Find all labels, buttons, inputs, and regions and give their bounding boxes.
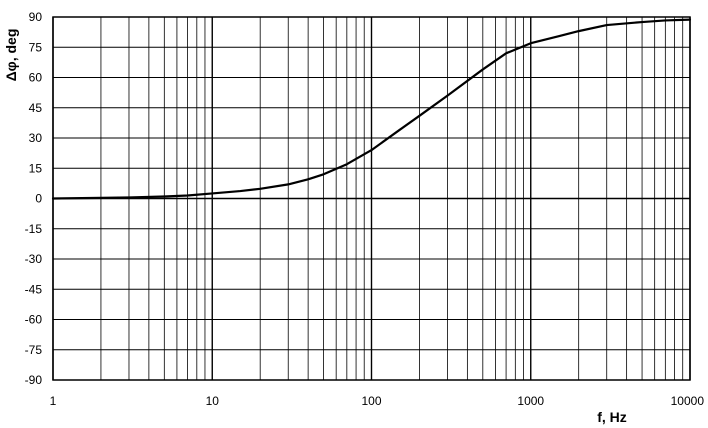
y-tick-label: -75 <box>25 343 43 357</box>
y-tick-label: 90 <box>29 10 43 24</box>
y-tick-label: -60 <box>25 313 43 327</box>
y-tick-label: 45 <box>29 101 43 115</box>
x-tick-label: 1000 <box>517 394 544 408</box>
y-tick-labels: 90 75 60 45 30 15 0 -15 -30 -45 -60 -75 -90 <box>25 10 43 387</box>
y-tick-label: 75 <box>29 40 43 54</box>
x-tick-labels: 1 10 100 1000 10000 <box>50 394 705 408</box>
x-tick-label: 10 <box>206 394 220 408</box>
x-tick-label: 1 <box>50 394 57 408</box>
x-tick-label: 10000 <box>671 394 705 408</box>
y-tick-label: 0 <box>35 192 42 206</box>
y-tick-label: 15 <box>29 161 43 175</box>
y-tick-label: -30 <box>25 252 43 266</box>
y-tick-label: 60 <box>29 71 43 85</box>
y-tick-label: -90 <box>25 373 43 387</box>
x-axis-title: f, Hz <box>597 409 627 425</box>
y-tick-label: -15 <box>25 222 43 236</box>
y-tick-label: -45 <box>25 282 43 296</box>
series-line <box>51 18 692 200</box>
y-tick-label: 30 <box>29 131 43 145</box>
x-tick-label: 100 <box>361 394 381 408</box>
y-axis-title: Δφ, deg <box>3 29 19 82</box>
